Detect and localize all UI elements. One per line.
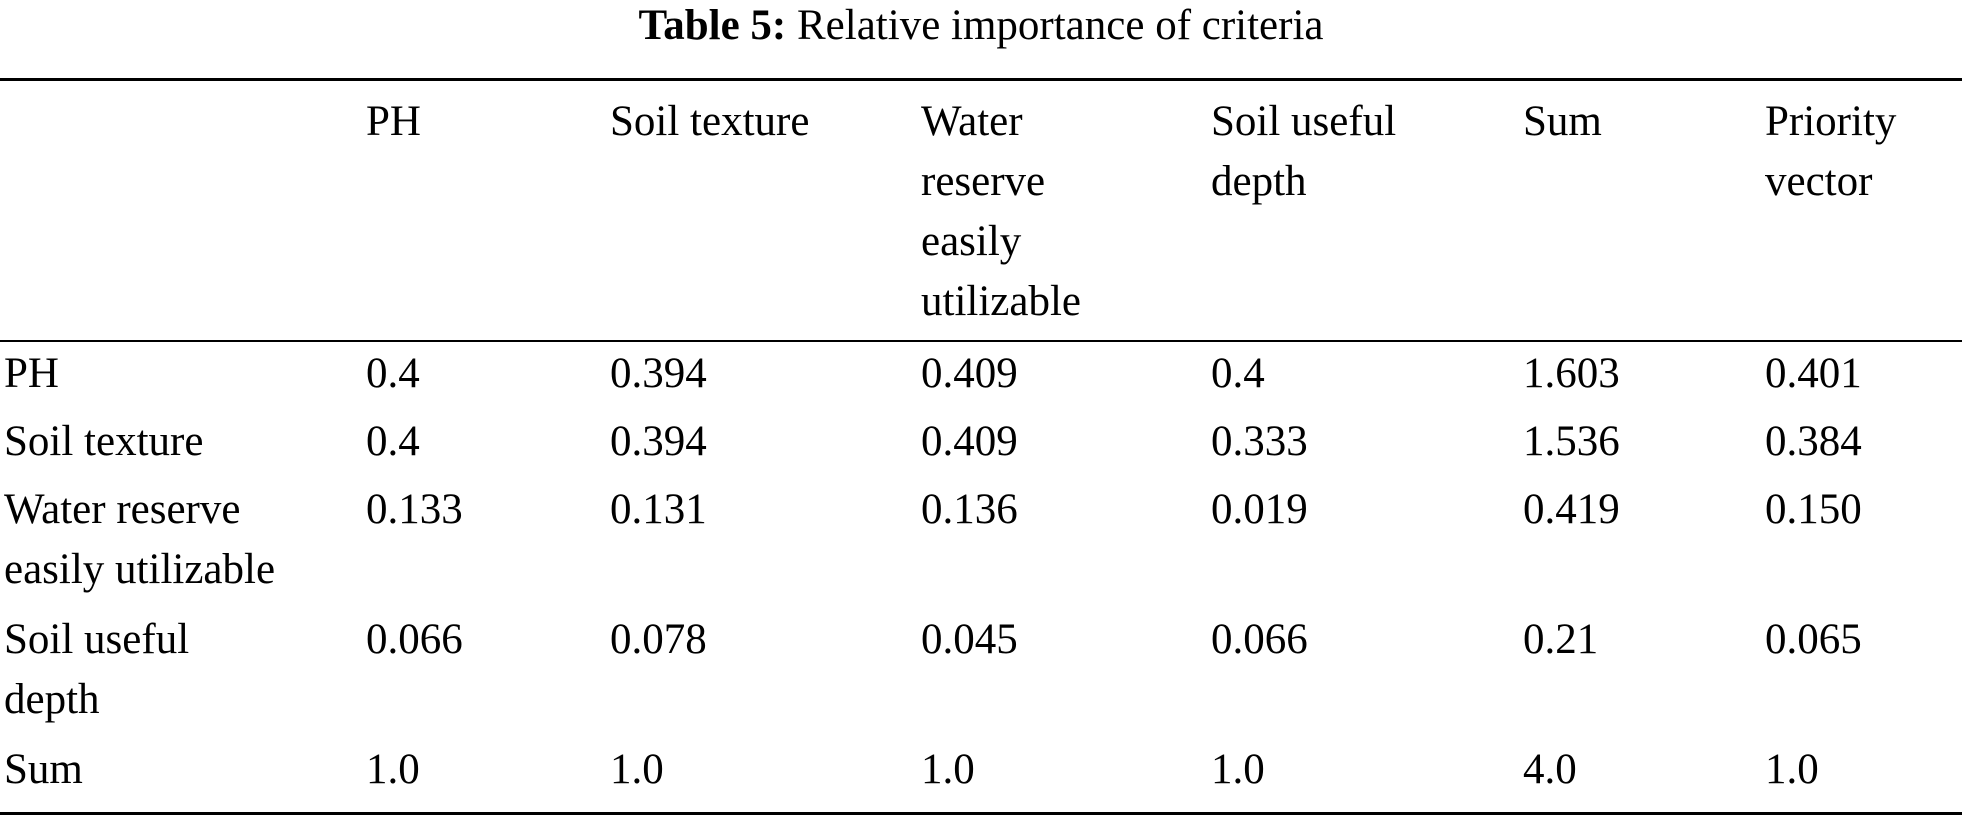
table-row: Water reserve easily utilizable 0.133 0.…: [0, 476, 1962, 606]
table-cell: 0.136: [921, 486, 1018, 533]
table-caption-title: Relative importance of criteria: [797, 2, 1324, 49]
row-label-line: Soil texture: [4, 418, 204, 465]
table-cell: 0.409: [921, 418, 1018, 465]
criteria-table: PH Soil texture Water reserve easily uti…: [0, 81, 1962, 804]
table-cell: 0.133: [366, 486, 463, 533]
table-cell: 0.384: [1765, 418, 1862, 465]
table-cell: 1.0: [1211, 746, 1265, 793]
table-cell: 0.419: [1523, 486, 1620, 533]
table-cell: 0.066: [1211, 616, 1308, 663]
header-cell-sum: Sum: [1523, 98, 1602, 145]
header-line: Priority: [1765, 98, 1897, 145]
header-cell-empty: [0, 81, 366, 340]
table-cell: 0.394: [610, 418, 707, 465]
row-label: Water reserve easily utilizable: [0, 476, 366, 606]
table-row: Soil useful depth 0.066 0.078 0.045 0.06…: [0, 606, 1962, 736]
table-cell: 0.150: [1765, 486, 1862, 533]
row-label-line: PH: [4, 350, 59, 397]
table-cell: 0.131: [610, 486, 707, 533]
table-cell: 0.21: [1523, 616, 1599, 663]
header-line: reserve: [921, 158, 1046, 205]
table-cell: 0.4: [366, 418, 420, 465]
table-cell: 0.333: [1211, 418, 1308, 465]
table-cell: 0.078: [610, 616, 707, 663]
table-cell: 0.409: [921, 350, 1018, 397]
table-cell: 1.536: [1523, 418, 1620, 465]
header-line: Soil useful: [1211, 98, 1397, 145]
table-row: PH 0.4 0.394 0.409 0.4 1.603 0.401: [0, 340, 1962, 408]
header-cell-ph: PH: [366, 98, 421, 145]
table-cell: 0.394: [610, 350, 707, 397]
table-caption: Table 5: Relative importance of criteria: [0, 2, 1962, 50]
header-cell-soil-useful-depth: Soil useful depth: [1211, 81, 1523, 340]
table-cell: 1.0: [366, 746, 420, 793]
row-label: Sum: [0, 736, 366, 804]
header-line: vector: [1765, 158, 1873, 205]
header-line: Water: [921, 98, 1023, 145]
row-label: Soil useful depth: [0, 606, 366, 736]
header-row: PH Soil texture Water reserve easily uti…: [0, 81, 1962, 340]
table-caption-label: Table 5:: [638, 2, 787, 49]
table-cell: 0.401: [1765, 350, 1862, 397]
table-cell: 0.045: [921, 616, 1018, 663]
header-cell-water-reserve: Water reserve easily utilizable: [921, 81, 1211, 340]
table-cell: 0.066: [366, 616, 463, 663]
table-cell: 1.0: [1765, 746, 1819, 793]
row-label: Soil texture: [0, 408, 366, 476]
header-line: easily: [921, 218, 1022, 265]
table-cell: 1.0: [610, 746, 664, 793]
row-label-line: depth: [4, 676, 100, 723]
table-cell: 0.4: [366, 350, 420, 397]
table-header-rule: [0, 340, 1962, 342]
row-label-line: Sum: [4, 746, 83, 793]
table-cell: 0.019: [1211, 486, 1308, 533]
row-label-line: easily utilizable: [4, 546, 276, 593]
table-row: Soil texture 0.4 0.394 0.409 0.333 1.536…: [0, 408, 1962, 476]
row-label-line: Soil useful: [4, 616, 190, 663]
row-label-line: Water reserve: [4, 486, 241, 533]
table-top-rule: [0, 78, 1962, 81]
table-cell: 0.4: [1211, 350, 1265, 397]
table-bottom-rule: [0, 812, 1962, 815]
table-cell: 4.0: [1523, 746, 1577, 793]
header-cell-priority-vector: Priority vector: [1765, 81, 1962, 340]
table-cell: 0.065: [1765, 616, 1862, 663]
table-row: Sum 1.0 1.0 1.0 1.0 4.0 1.0: [0, 736, 1962, 804]
table-cell: 1.0: [921, 746, 975, 793]
header-cell-soil-texture: Soil texture: [610, 98, 810, 145]
header-line: utilizable: [921, 278, 1081, 325]
row-label: PH: [0, 340, 366, 408]
header-line: depth: [1211, 158, 1307, 205]
table-cell: 1.603: [1523, 350, 1620, 397]
